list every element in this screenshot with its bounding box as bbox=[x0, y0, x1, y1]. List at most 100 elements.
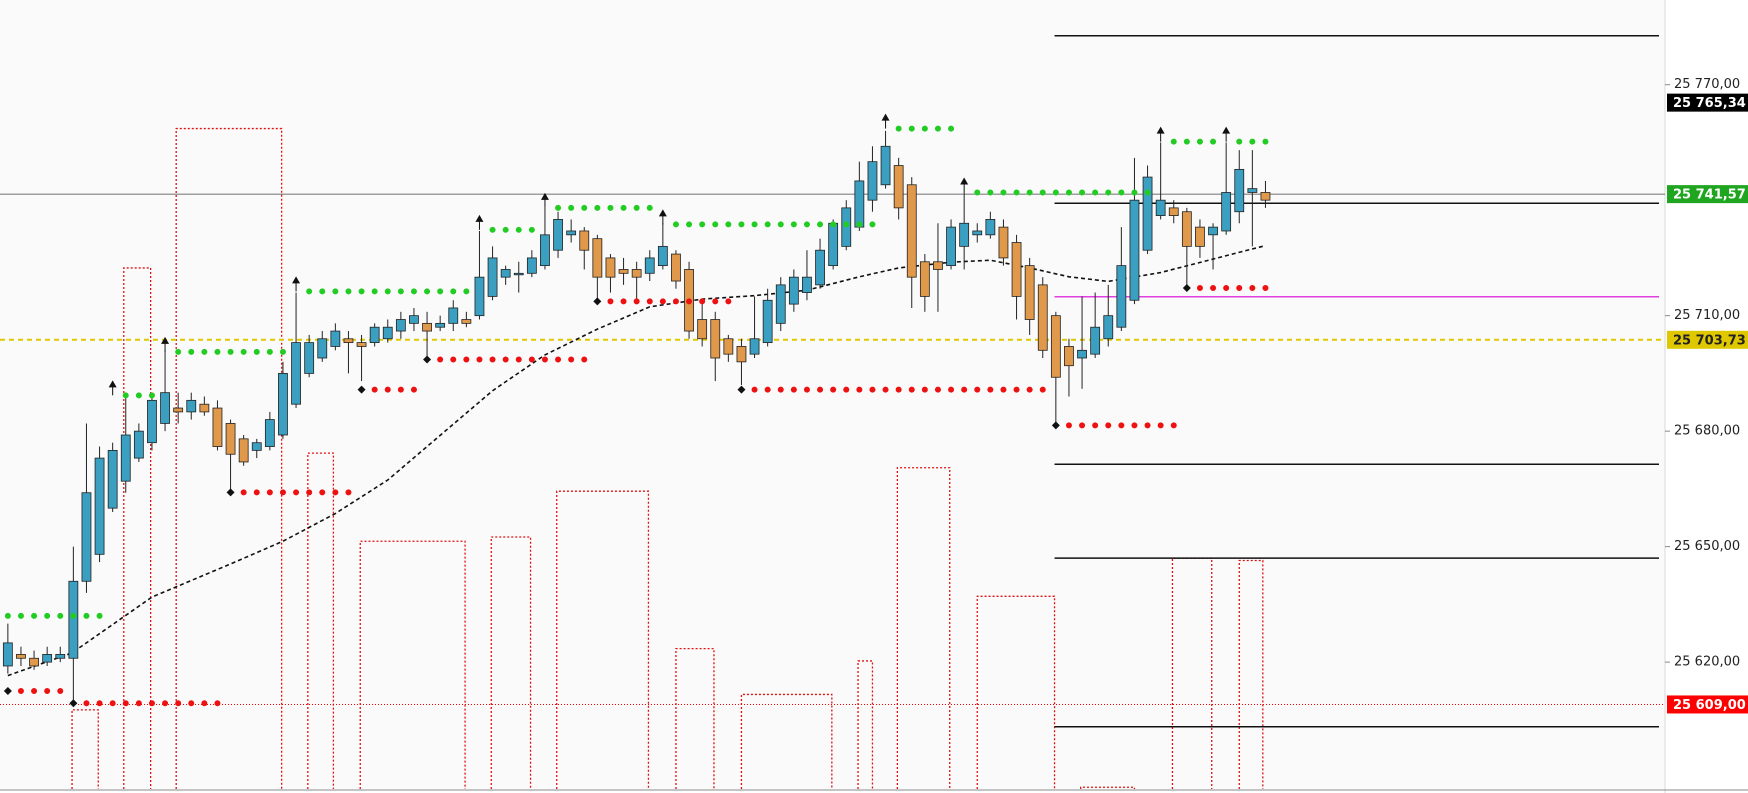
marker-arrow bbox=[108, 380, 117, 388]
candle-body bbox=[238, 438, 249, 463]
candle-body bbox=[1050, 315, 1061, 378]
marker-arrow bbox=[658, 209, 667, 217]
zone bbox=[857, 660, 874, 789]
y-tick-label: 25 650,00 bbox=[1674, 539, 1740, 554]
candle-body bbox=[526, 257, 537, 274]
candle-body bbox=[1142, 176, 1153, 251]
candle-body bbox=[566, 230, 577, 236]
candle-body bbox=[959, 222, 970, 247]
price-label: 25 703,73 bbox=[1673, 333, 1746, 348]
candle-body bbox=[55, 654, 66, 659]
candle-body bbox=[1208, 226, 1218, 236]
price-label: 25 741,57 bbox=[1673, 188, 1746, 203]
candle-body bbox=[1064, 346, 1074, 367]
candle-body bbox=[946, 226, 956, 267]
candle-body bbox=[592, 238, 603, 278]
candle-body bbox=[802, 276, 812, 293]
candle-body bbox=[657, 245, 668, 267]
marker-diamond bbox=[357, 385, 366, 394]
candle-body bbox=[317, 338, 328, 359]
candle-body bbox=[933, 261, 943, 270]
candle-body bbox=[1181, 211, 1192, 247]
candle-body bbox=[42, 654, 53, 663]
candle-body bbox=[1221, 192, 1232, 232]
candle-body bbox=[16, 654, 26, 659]
marker-arrow bbox=[161, 336, 170, 344]
candle-body bbox=[29, 657, 39, 667]
candle-body bbox=[186, 399, 197, 413]
zone bbox=[359, 540, 466, 789]
candle-body bbox=[1037, 284, 1048, 351]
candle-body bbox=[605, 257, 616, 278]
candle-body bbox=[631, 269, 642, 278]
candle-body bbox=[487, 257, 498, 297]
candle-body bbox=[173, 407, 184, 413]
candle-body bbox=[906, 184, 917, 278]
marker-diamond bbox=[1051, 421, 1060, 430]
candle-body bbox=[828, 222, 839, 267]
candle-body bbox=[513, 272, 524, 276]
plot-background bbox=[0, 0, 1665, 789]
marker-arrow bbox=[1222, 126, 1231, 134]
candle-body bbox=[422, 322, 432, 332]
marker-arrow bbox=[960, 177, 969, 185]
marker-arrow bbox=[540, 192, 549, 200]
zone bbox=[556, 490, 650, 789]
candle-body bbox=[1129, 199, 1140, 301]
candle-body bbox=[199, 403, 210, 413]
candle-body bbox=[409, 315, 419, 324]
candle-body bbox=[435, 322, 446, 328]
candle-body bbox=[133, 430, 144, 459]
marker-diamond bbox=[737, 385, 746, 394]
candle-body bbox=[788, 276, 799, 305]
price-label-box bbox=[1667, 330, 1748, 349]
zone bbox=[976, 595, 1056, 789]
marker-arrow bbox=[881, 113, 890, 121]
candle-body bbox=[1260, 192, 1271, 201]
candle-body bbox=[500, 269, 511, 278]
candle-body bbox=[68, 580, 79, 659]
candle-body bbox=[671, 253, 681, 282]
candle-body bbox=[448, 307, 459, 324]
candle-body bbox=[867, 161, 878, 201]
marker-diamond bbox=[1182, 283, 1191, 292]
marker-arrow bbox=[1156, 126, 1165, 134]
candle-body bbox=[985, 219, 996, 236]
candle-body bbox=[1168, 207, 1179, 216]
candle-body bbox=[160, 392, 170, 424]
candle-body bbox=[330, 330, 341, 347]
candle-body bbox=[540, 234, 550, 267]
candle-body bbox=[736, 346, 747, 363]
candle-body bbox=[212, 407, 223, 447]
marker-diamond bbox=[69, 699, 78, 708]
candle-body bbox=[553, 219, 563, 251]
candle-body bbox=[998, 226, 1009, 259]
zone bbox=[123, 267, 152, 789]
marker-diamond bbox=[593, 297, 602, 306]
price-label: 25 765,34 bbox=[1673, 96, 1746, 111]
candle-body bbox=[854, 180, 865, 228]
candle-body bbox=[2, 642, 13, 667]
candle-body bbox=[225, 423, 236, 455]
candle-body bbox=[1077, 349, 1087, 359]
candle-body bbox=[579, 230, 590, 251]
zone bbox=[71, 709, 99, 789]
candle-body bbox=[1195, 226, 1205, 247]
candle-body bbox=[644, 257, 655, 274]
candle-body bbox=[147, 399, 157, 444]
candle-body bbox=[1116, 265, 1127, 328]
candle-body bbox=[120, 434, 131, 482]
candle-body bbox=[775, 284, 786, 324]
candle-body bbox=[723, 338, 734, 355]
price-label: 25 609,00 bbox=[1673, 698, 1746, 713]
zone bbox=[1238, 559, 1264, 789]
candle-body bbox=[81, 492, 92, 582]
zone bbox=[675, 647, 715, 789]
candle-body bbox=[251, 442, 262, 451]
candle-body bbox=[107, 449, 118, 509]
candle-body bbox=[94, 457, 105, 555]
candle-body bbox=[1247, 188, 1258, 193]
candle-body bbox=[972, 230, 983, 236]
candle-body bbox=[697, 319, 708, 340]
candle-body bbox=[474, 276, 485, 317]
